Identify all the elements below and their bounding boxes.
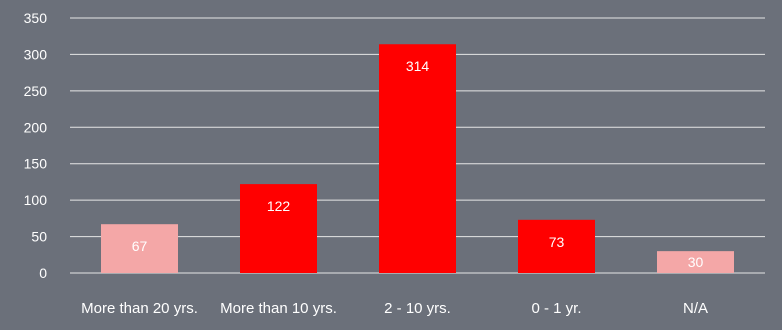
data-label: 314 <box>406 58 430 74</box>
x-tick-label: More than 10 yrs. <box>220 300 337 317</box>
y-axis-ticks: 0 50 100 150 200 250 300 350 <box>24 10 48 281</box>
data-label: 67 <box>132 238 148 254</box>
bar-0 <box>101 224 178 273</box>
x-axis-ticks: More than 20 yrs. More than 10 yrs. 2 - 10… <box>81 300 708 317</box>
bar-4 <box>657 251 734 273</box>
y-tick-label: 0 <box>39 265 47 281</box>
y-tick-label: 150 <box>24 156 48 172</box>
x-tick-label: 0 - 1 yr. <box>531 300 581 317</box>
bar-1 <box>240 184 317 273</box>
y-tick-label: 200 <box>24 119 48 135</box>
y-tick-label: 250 <box>24 83 48 99</box>
x-tick-label: N/A <box>683 300 708 317</box>
x-tick-label: 2 - 10 yrs. <box>384 300 451 317</box>
y-tick-label: 50 <box>31 229 47 245</box>
bars <box>101 44 734 273</box>
data-label: 122 <box>267 198 291 214</box>
y-tick-label: 300 <box>24 46 48 62</box>
y-tick-label: 100 <box>24 192 48 208</box>
bar-3 <box>518 219 595 273</box>
data-label: 73 <box>549 234 565 250</box>
x-tick-label: More than 20 yrs. <box>81 300 198 317</box>
data-label: 30 <box>688 254 704 270</box>
bar-2 <box>379 44 456 273</box>
data-labels: 67 122 314 73 30 <box>132 58 704 270</box>
y-tick-label: 350 <box>24 10 48 26</box>
